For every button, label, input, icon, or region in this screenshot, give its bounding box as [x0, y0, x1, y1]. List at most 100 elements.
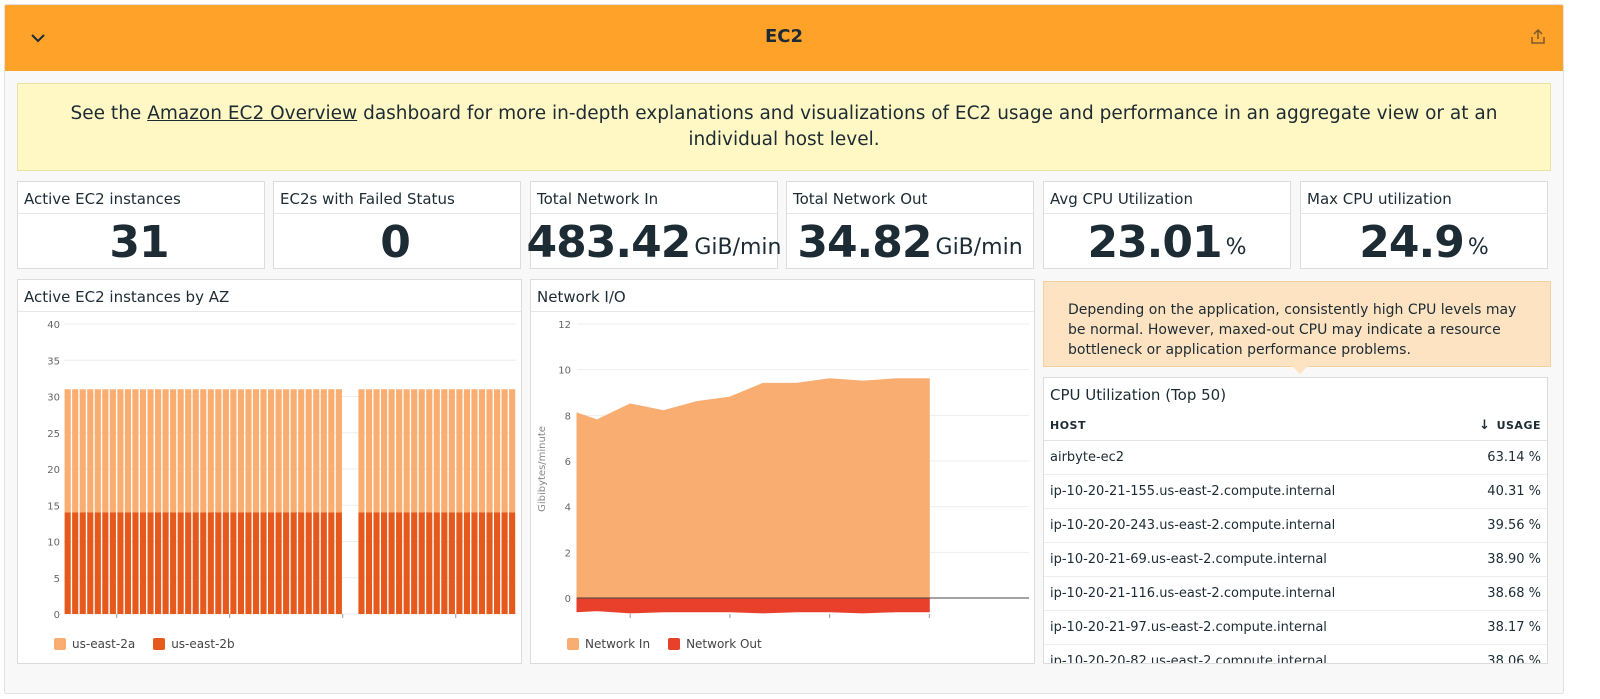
bar-segment: [268, 512, 275, 614]
table-row[interactable]: ip-10-20-21-97.us-east-2.compute.interna…: [1044, 610, 1547, 645]
stat-failed-status[interactable]: EC2s with Failed Status 0: [273, 181, 521, 269]
bar-segment: [155, 389, 162, 513]
bar-segment: [109, 389, 116, 513]
column-host[interactable]: HOST: [1044, 412, 1447, 441]
bar-segment: [170, 512, 177, 614]
cpu-note-text: Depending on the application, consistent…: [1068, 302, 1517, 358]
bar-segment: [456, 389, 463, 513]
column-usage[interactable]: ↓ USAGE: [1446, 412, 1547, 441]
table-row[interactable]: ip-10-20-21-155.us-east-2.compute.intern…: [1044, 474, 1547, 509]
bar-segment: [358, 389, 365, 513]
bar-segment: [388, 389, 395, 513]
table-row[interactable]: ip-10-20-21-116.us-east-2.compute.intern…: [1044, 576, 1547, 611]
bar-segment: [72, 512, 79, 614]
bar-segment: [237, 389, 244, 513]
stat-active-instances[interactable]: Active EC2 instances 31: [17, 181, 265, 269]
stat-avg-cpu[interactable]: Avg CPU Utilization 23.01%: [1043, 181, 1291, 269]
bar-segment: [313, 512, 320, 614]
stat-network-out[interactable]: Total Network Out 34.82 GiB/min: [786, 181, 1034, 269]
bar-segment: [94, 389, 101, 513]
bar-segment: [328, 512, 335, 614]
cpu-top-table-widget[interactable]: CPU Utilization (Top 50) HOST ↓ USAGE air…: [1043, 377, 1548, 664]
bar-segment: [441, 512, 448, 614]
bar-segment: [147, 512, 154, 614]
chart-instances-by-az[interactable]: Active EC2 instances by AZ 0 5 10 15 20 25 30 3…: [17, 279, 522, 664]
y-tick-label: 12: [558, 320, 571, 331]
bar-segment: [509, 389, 516, 513]
bar-segment: [139, 512, 147, 614]
chevron-down-icon[interactable]: [29, 29, 47, 47]
legend-item[interactable]: Network In: [567, 637, 650, 651]
bar-segment: [365, 512, 373, 614]
stat-unit: %: [1467, 234, 1489, 260]
bar-segment: [426, 512, 433, 614]
bar-segment: [283, 512, 290, 614]
stat-max-cpu[interactable]: Max CPU utilization 24.9%: [1300, 181, 1548, 269]
instances-bar-chart[interactable]: 051015202530354009:0009:1509:3009:45: [18, 312, 523, 622]
y-tick-label: 5: [54, 574, 60, 585]
y-tick-label: 30: [47, 393, 60, 404]
bar-segment: [365, 389, 373, 513]
bar-segment: [139, 389, 147, 513]
cpu-top-table: HOST ↓ USAGE airbyte-ec2 63.14 % ip-10-20-…: [1044, 412, 1547, 663]
bar-segment: [117, 512, 124, 614]
stat-network-in[interactable]: Total Network In 483.42 GiB/min: [527, 181, 781, 269]
bar-segment: [403, 389, 410, 513]
legend-item[interactable]: Network Out: [668, 637, 762, 651]
share-icon[interactable]: [1529, 28, 1547, 46]
bar-segment: [102, 389, 109, 513]
network-area-chart[interactable]: 024681012Gibibytes/minute09:0009:1509:30…: [531, 312, 1036, 622]
stat-value: 31: [109, 216, 169, 268]
bar-segment: [373, 389, 380, 513]
usage-cell: 38.17 %: [1446, 610, 1547, 645]
host-cell: ip-10-20-21-69.us-east-2.compute.interna…: [1044, 542, 1447, 577]
chart-network-io[interactable]: Network I/O 024681012Gibibytes/minute09:…: [530, 279, 1035, 664]
bar-segment: [373, 512, 380, 614]
legend-label: Network In: [585, 637, 651, 651]
bar-segment: [335, 389, 342, 513]
stat-value: 0: [380, 216, 411, 268]
ec2-overview-link[interactable]: Amazon EC2 Overview: [147, 103, 358, 124]
bar-segment: [396, 512, 403, 614]
legend-swatch: [54, 638, 66, 650]
bar-segment: [64, 389, 71, 513]
area-series: [576, 597, 930, 614]
legend-item[interactable]: us-east-2b: [153, 637, 235, 651]
bar-segment: [252, 512, 260, 614]
bar-segment: [381, 389, 388, 513]
legend-item[interactable]: us-east-2a: [54, 637, 135, 651]
bar-segment: [320, 389, 327, 513]
group-header[interactable]: EC2: [5, 5, 1563, 71]
bar-segment: [162, 389, 169, 513]
bar-segment: [79, 389, 86, 513]
table-row[interactable]: airbyte-ec2 63.14 %: [1044, 440, 1547, 475]
widget-title: CPU Utilization (Top 50): [1050, 386, 1227, 404]
bar-segment: [396, 389, 403, 513]
bar-segment: [501, 512, 508, 614]
bar-segment: [471, 512, 478, 614]
bar-segment: [177, 389, 184, 513]
y-tick-label: 0: [54, 610, 60, 621]
bar-segment: [200, 389, 207, 513]
bar-segment: [87, 389, 94, 513]
bar-segment: [298, 389, 305, 513]
table-row[interactable]: ip-10-20-20-243.us-east-2.compute.intern…: [1044, 508, 1547, 543]
chart-legend: Network In Network Out: [567, 637, 762, 651]
bar-segment: [290, 389, 297, 513]
bar-segment: [358, 512, 365, 614]
bar-segment: [501, 389, 508, 513]
sort-down-icon[interactable]: ↓: [1479, 418, 1491, 434]
bar-segment: [260, 512, 267, 614]
table-row[interactable]: ip-10-20-20-82.us-east-2.compute.interna…: [1044, 644, 1547, 663]
legend-label: us-east-2a: [72, 637, 136, 651]
note-prefix: See the: [70, 103, 148, 124]
bar-segment: [509, 512, 516, 614]
host-cell: ip-10-20-21-155.us-east-2.compute.intern…: [1044, 474, 1447, 509]
area-series: [576, 378, 930, 599]
widget-title: Active EC2 instances by AZ: [24, 288, 230, 306]
table-row[interactable]: ip-10-20-21-69.us-east-2.compute.interna…: [1044, 542, 1547, 577]
bar-segment: [388, 512, 395, 614]
bar-segment: [463, 389, 470, 513]
bar-segment: [268, 389, 275, 513]
bar-segment: [185, 389, 192, 513]
